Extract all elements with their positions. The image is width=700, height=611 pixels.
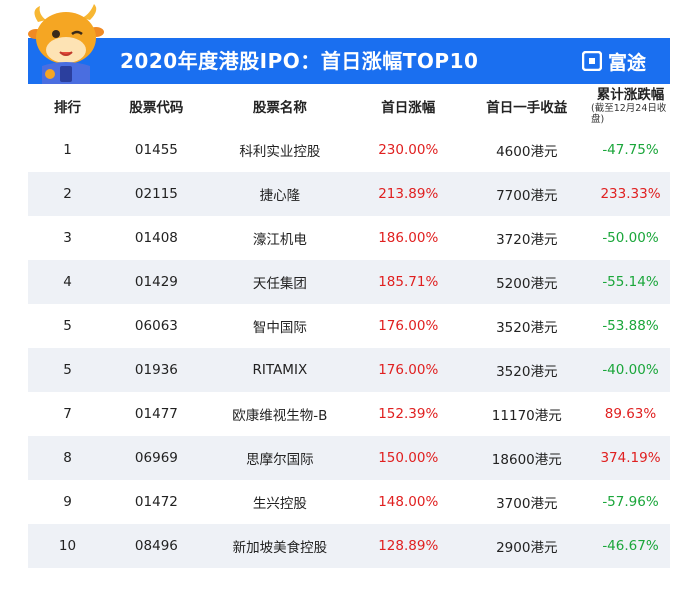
name-cell: 捷心隆 [259,188,301,204]
name-cell: 生兴控股 [252,496,307,512]
gain-cell: 150.00% [378,450,439,466]
cumulative-cell: -47.75% [602,142,659,158]
code-cell: 01936 [134,362,178,378]
name-cell: 天任集团 [252,276,307,292]
profit-cell: 11170港元 [491,408,562,424]
profit-cell: 3720港元 [496,232,558,248]
header-cumulative: 累计涨跌幅 (截至12月24日收盘) [591,84,670,128]
header-rank: 排行 [54,100,81,116]
profit-cell: 18600港元 [491,452,562,468]
name-cell: 智中国际 [252,320,307,336]
gain-cell: 128.89% [378,538,439,554]
header-code: 股票代码 [129,100,184,116]
gain-cell: 213.89% [378,186,439,202]
table-row: 1 01455 科利实业控股 230.00% 4600港元 -47.75% [28,128,670,172]
table-body: 1 01455 科利实业控股 230.00% 4600港元 -47.75% 2 02115 捷心… [28,128,670,568]
rank-cell: 4 [63,274,72,290]
rank-cell: 8 [63,450,72,466]
table-header: 排行 股票代码 股票名称 首日涨幅 首日一手收益 累计涨跌幅 (截至12月24日… [28,84,670,128]
table-row: 9 01472 生兴控股 148.00% 3700港元 -57.96% [28,480,670,524]
profit-cell: 3700港元 [496,496,558,512]
name-cell: 思摩尔国际 [246,452,314,468]
profit-cell: 7700港元 [496,188,558,204]
header-cumulative-note: (截至12月24日收盘) [590,102,667,126]
profit-cell: 2900港元 [496,540,558,556]
bull-mascot-icon [28,4,104,84]
code-cell: 08496 [134,538,178,554]
brand-logo: 富途 [581,38,646,84]
cumulative-cell: -57.96% [602,494,659,510]
header-first-day-profit: 首日一手收益 [486,100,568,116]
code-cell: 01472 [134,494,178,510]
rank-cell: 10 [58,538,77,554]
cumulative-cell: -46.67% [602,538,659,554]
code-cell: 06969 [134,450,178,466]
name-cell: RITAMIX [252,362,308,378]
header-first-day-gain: 首日涨幅 [381,100,436,116]
cumulative-cell: -55.14% [602,274,659,290]
futu-logo-icon [581,51,602,71]
header-name: 股票名称 [252,100,307,116]
gain-cell: 152.39% [378,406,439,422]
cumulative-cell: -50.00% [602,230,659,246]
table-row: 4 01429 天任集团 185.71% 5200港元 -55.14% [28,260,670,304]
rank-cell: 5 [63,362,72,378]
code-cell: 01477 [134,406,178,422]
code-cell: 01408 [134,230,178,246]
name-cell: 欧康维视生物-B [232,408,328,424]
table-row: 7 01477 欧康维视生物-B 152.39% 11170港元 89.63% [28,392,670,436]
brand-name: 富途 [607,51,646,74]
profit-cell: 3520港元 [496,364,558,380]
rank-cell: 7 [63,406,72,422]
table-row: 2 02115 捷心隆 213.89% 7700港元 233.33% [28,172,670,216]
name-cell: 科利实业控股 [239,144,321,160]
cumulative-cell: -53.88% [602,318,659,334]
cumulative-cell: 374.19% [600,450,661,466]
rank-cell: 3 [63,230,72,246]
gain-cell: 185.71% [378,274,439,290]
gain-cell: 186.00% [378,230,439,246]
table-row: 3 01408 濠江机电 186.00% 3720港元 -50.00% [28,216,670,260]
cumulative-cell: -40.00% [602,362,659,378]
profit-cell: 4600港元 [496,144,558,160]
ipo-table: 排行 股票代码 股票名称 首日涨幅 首日一手收益 累计涨跌幅 (截至12月24日… [28,84,670,568]
gain-cell: 176.00% [378,362,439,378]
rank-cell: 2 [63,186,72,202]
code-cell: 01429 [134,274,178,290]
name-cell: 濠江机电 [252,232,307,248]
table-row: 10 08496 新加坡美食控股 128.89% 2900港元 -46.67% [28,524,670,568]
name-cell: 新加坡美食控股 [232,540,328,556]
table-row: 5 06063 智中国际 176.00% 3520港元 -53.88% [28,304,670,348]
code-cell: 01455 [134,142,178,158]
code-cell: 06063 [134,318,178,334]
cumulative-cell: 233.33% [600,186,661,202]
title-banner: 2020年度港股IPO：首日涨幅TOP10 富途 [28,38,670,84]
gain-cell: 176.00% [378,318,439,334]
header-cumulative-label: 累计涨跌幅 [596,86,665,103]
gain-cell: 230.00% [378,142,439,158]
table-row: 8 06969 思摩尔国际 150.00% 18600港元 374.19% [28,436,670,480]
cumulative-cell: 89.63% [604,406,657,422]
rank-cell: 9 [63,494,72,510]
rank-cell: 1 [63,142,72,158]
profit-cell: 5200港元 [496,276,558,292]
gain-cell: 148.00% [378,494,439,510]
table-row: 5 01936 RITAMIX 176.00% 3520港元 -40.00% [28,348,670,392]
profit-cell: 3520港元 [496,320,558,336]
banner-title: 2020年度港股IPO：首日涨幅TOP10 [120,49,479,73]
code-cell: 02115 [134,186,178,202]
rank-cell: 5 [63,318,72,334]
